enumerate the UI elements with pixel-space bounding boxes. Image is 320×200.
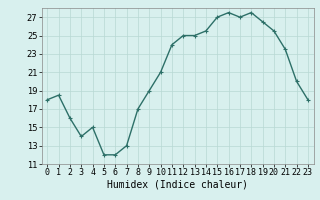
X-axis label: Humidex (Indice chaleur): Humidex (Indice chaleur)	[107, 180, 248, 190]
